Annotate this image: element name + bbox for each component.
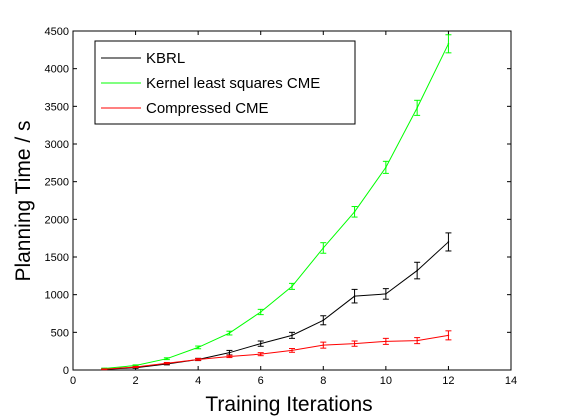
data-point — [322, 344, 325, 346]
data-point — [197, 358, 199, 361]
data-point — [447, 241, 450, 243]
data-point — [416, 339, 418, 342]
data-point — [228, 332, 231, 334]
legend: KBRL Kernel least squares CME Compressed… — [94, 40, 356, 125]
x-tick-label: 14 — [505, 375, 517, 387]
data-point — [228, 351, 231, 354]
y-tick-label: 3500 — [45, 101, 69, 113]
data-point — [197, 346, 199, 349]
data-point — [166, 357, 168, 360]
data-point — [385, 340, 387, 343]
axis-tick-labels: 0 2 4 6 8 10 12 14 0 500 1000 1500 2000 2500 3000 3500 4… — [45, 26, 518, 387]
x-axis-title: Training Iterations — [205, 393, 372, 416]
x-tick-label: 10 — [380, 375, 392, 387]
x-tick-label: 0 — [70, 375, 76, 387]
y-tick-label: 0 — [63, 365, 69, 377]
legend-label-compressed-cme: Compressed CME — [146, 100, 269, 117]
axis-ticks — [72, 30, 512, 371]
data-point — [353, 342, 356, 345]
x-tick-label: 12 — [442, 375, 454, 387]
y-tick-label: 4500 — [45, 26, 69, 38]
y-tick-label: 1500 — [45, 252, 69, 264]
y-tick-label: 2000 — [45, 214, 69, 226]
data-point — [416, 269, 418, 272]
data-point — [322, 319, 325, 322]
data-point — [447, 43, 450, 45]
y-tick-label: 1000 — [45, 290, 69, 302]
series-compressed-cme — [101, 330, 452, 371]
series-line-kernel-least-squares-cme — [104, 43, 449, 369]
data-point — [134, 364, 137, 367]
data-point — [259, 342, 262, 345]
data-point — [228, 355, 231, 358]
data-point — [447, 334, 450, 337]
data-point — [322, 247, 325, 249]
data-point — [416, 107, 418, 109]
x-tick-label: 6 — [258, 375, 264, 387]
data-point — [166, 362, 168, 365]
series-layer — [101, 34, 452, 371]
data-point — [291, 334, 293, 337]
legend-label-kernel-least-squares-cme: Kernel least squares CME — [146, 75, 320, 92]
y-tick-label: 2500 — [45, 177, 69, 189]
data-point — [259, 353, 262, 355]
y-axis-title: Planning Time / s — [12, 120, 35, 281]
data-point — [385, 166, 387, 169]
x-tick-label: 8 — [320, 375, 326, 387]
data-point — [353, 295, 356, 297]
y-tick-label: 4000 — [45, 64, 69, 76]
series-line-compressed-cme — [104, 334, 449, 370]
data-point — [353, 211, 356, 213]
data-point — [103, 368, 106, 371]
series-line-kbrl — [104, 241, 449, 370]
x-tick-label: 4 — [195, 375, 201, 387]
y-tick-label: 3000 — [45, 139, 69, 151]
x-tick-label: 2 — [133, 375, 139, 387]
y-tick-label: 500 — [51, 327, 69, 339]
data-point — [134, 366, 137, 368]
series-kernel-least-squares-cme — [101, 34, 452, 370]
legend-label-kbrl: KBRL — [146, 50, 185, 67]
data-point — [291, 285, 293, 288]
data-point — [291, 349, 293, 352]
data-point — [259, 311, 262, 313]
data-point — [385, 293, 387, 295]
